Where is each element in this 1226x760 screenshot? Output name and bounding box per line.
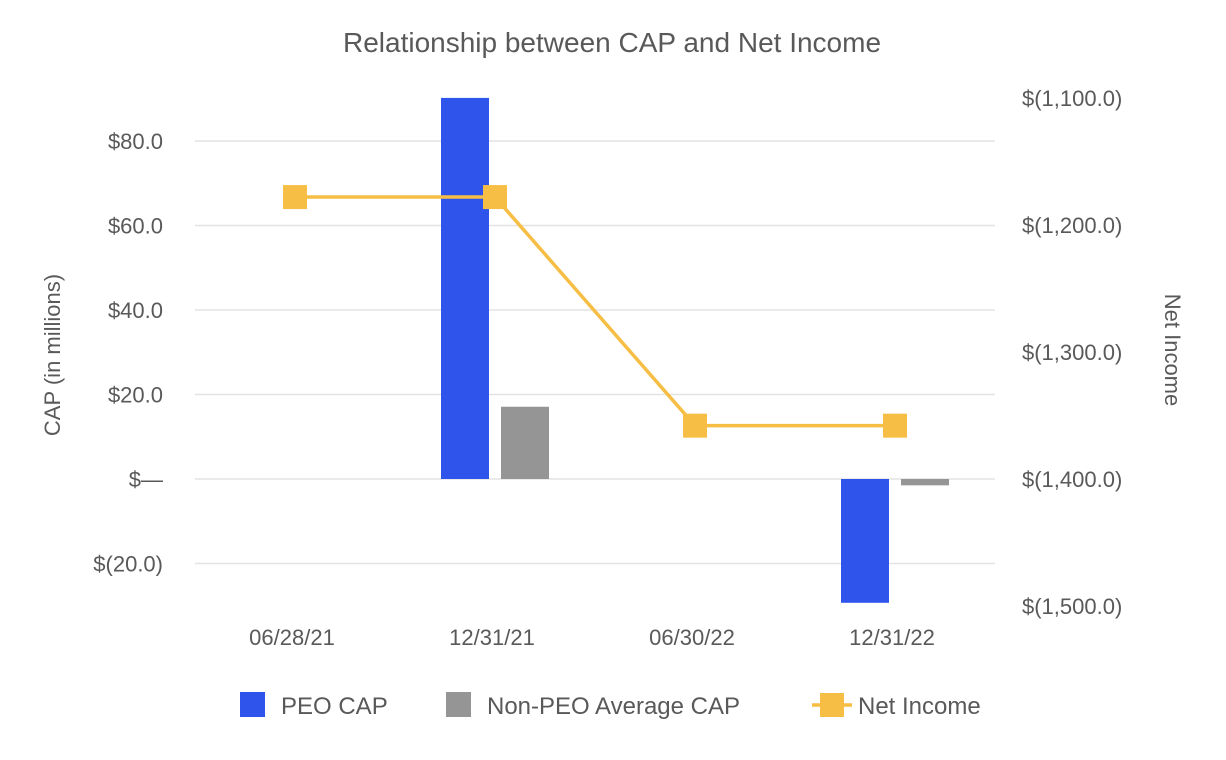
legend-label: Net Income — [858, 693, 981, 720]
bar-non-peo-average-cap — [901, 479, 949, 486]
right-tick-label: $(1,400.0) — [1022, 467, 1122, 492]
bar-peo-cap — [841, 479, 889, 603]
right-tick-label: $(1,100.0) — [1022, 86, 1122, 111]
bar-peo-cap — [441, 97, 489, 479]
net-income-marker — [283, 185, 307, 210]
x-axis-ticks: 06/28/21 12/31/21 06/30/22 12/31/22 — [249, 625, 935, 650]
right-axis-ticks: $(1,100.0) $(1,200.0) $(1,300.0) $(1,400.0)… — [1022, 86, 1122, 619]
left-axis-title: CAP (in millions) — [40, 274, 65, 436]
right-tick-label: $(1,300.0) — [1022, 340, 1122, 365]
x-tick-label: 12/31/22 — [849, 625, 935, 650]
x-tick-label: 12/31/21 — [449, 625, 535, 650]
right-axis-title: Net Income — [1160, 294, 1185, 407]
x-tick-label: 06/30/22 — [649, 625, 735, 650]
left-axis-ticks: $80.0 $60.0 $40.0 $20.0 $— $(20.0) — [93, 129, 163, 577]
right-tick-label: $(1,500.0) — [1022, 594, 1122, 619]
legend-swatch — [446, 692, 471, 717]
legend-swatch — [820, 693, 844, 717]
legend-label: PEO CAP — [281, 693, 388, 720]
legend: PEO CAP Non-PEO Average CAP Net Income — [240, 692, 981, 720]
bar-series — [441, 97, 949, 603]
net-income-marker — [683, 413, 707, 438]
x-tick-label: 06/28/21 — [249, 625, 335, 650]
left-tick-label: $60.0 — [108, 214, 163, 239]
legend-label: Non-PEO Average CAP — [487, 693, 740, 720]
net-income-marker — [883, 413, 907, 438]
net-income-marker — [483, 185, 507, 210]
right-tick-label: $(1,200.0) — [1022, 213, 1122, 238]
line-series — [283, 185, 907, 438]
chart-title: Relationship between CAP and Net Income — [343, 27, 881, 58]
left-tick-label: $40.0 — [108, 298, 163, 323]
legend-swatch — [240, 692, 265, 717]
left-tick-label: $80.0 — [108, 129, 163, 154]
left-tick-label: $20.0 — [108, 383, 163, 408]
net-income-line — [295, 195, 895, 428]
left-tick-label: $(20.0) — [93, 552, 163, 577]
bar-non-peo-average-cap — [501, 406, 549, 479]
left-tick-label: $— — [129, 467, 163, 492]
